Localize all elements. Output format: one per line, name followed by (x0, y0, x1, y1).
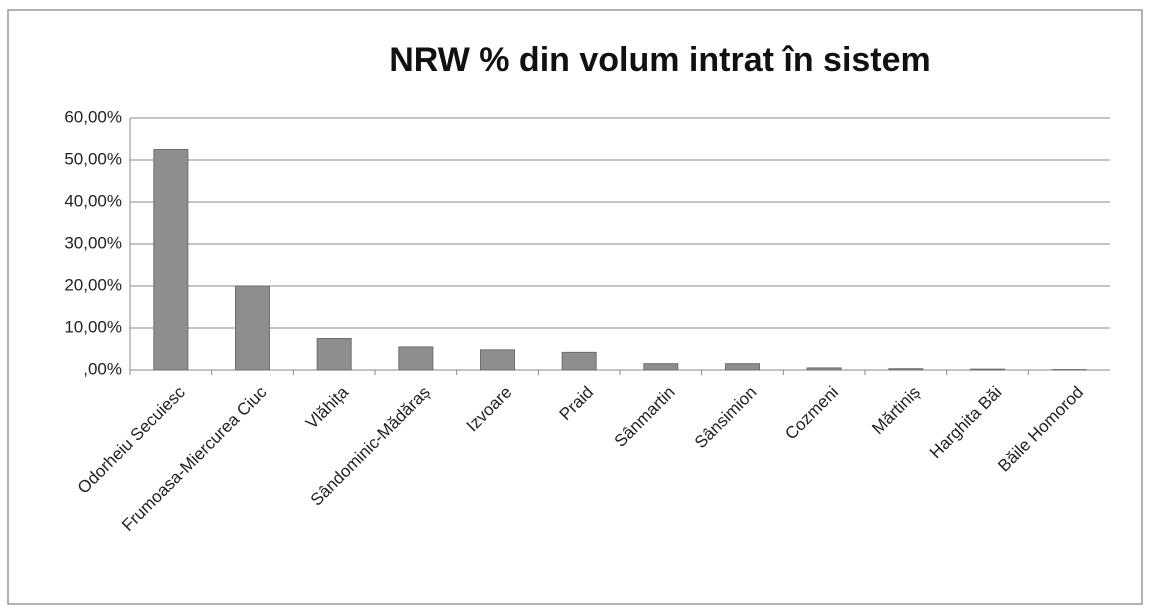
y-tick-label: 40,00% (64, 191, 122, 210)
bar (480, 349, 515, 371)
chart-border (7, 9, 1143, 605)
bar (970, 368, 1005, 371)
bar (643, 363, 679, 371)
y-tick-label: ,00% (83, 359, 122, 378)
bar (153, 149, 189, 371)
y-tick-label: 30,00% (64, 233, 122, 252)
y-tick-label: 50,00% (64, 149, 122, 168)
bar (888, 368, 924, 371)
bar (806, 367, 842, 371)
bar (725, 363, 760, 371)
y-tick-label: 10,00% (64, 317, 122, 336)
bar (316, 338, 352, 371)
bar (398, 346, 434, 371)
y-tick-label: 60,00% (64, 107, 122, 126)
chart-title: NRW % din volum intrat în sistem (389, 41, 931, 79)
bar (561, 351, 597, 371)
bar (235, 285, 270, 371)
y-tick-label: 20,00% (64, 275, 122, 294)
